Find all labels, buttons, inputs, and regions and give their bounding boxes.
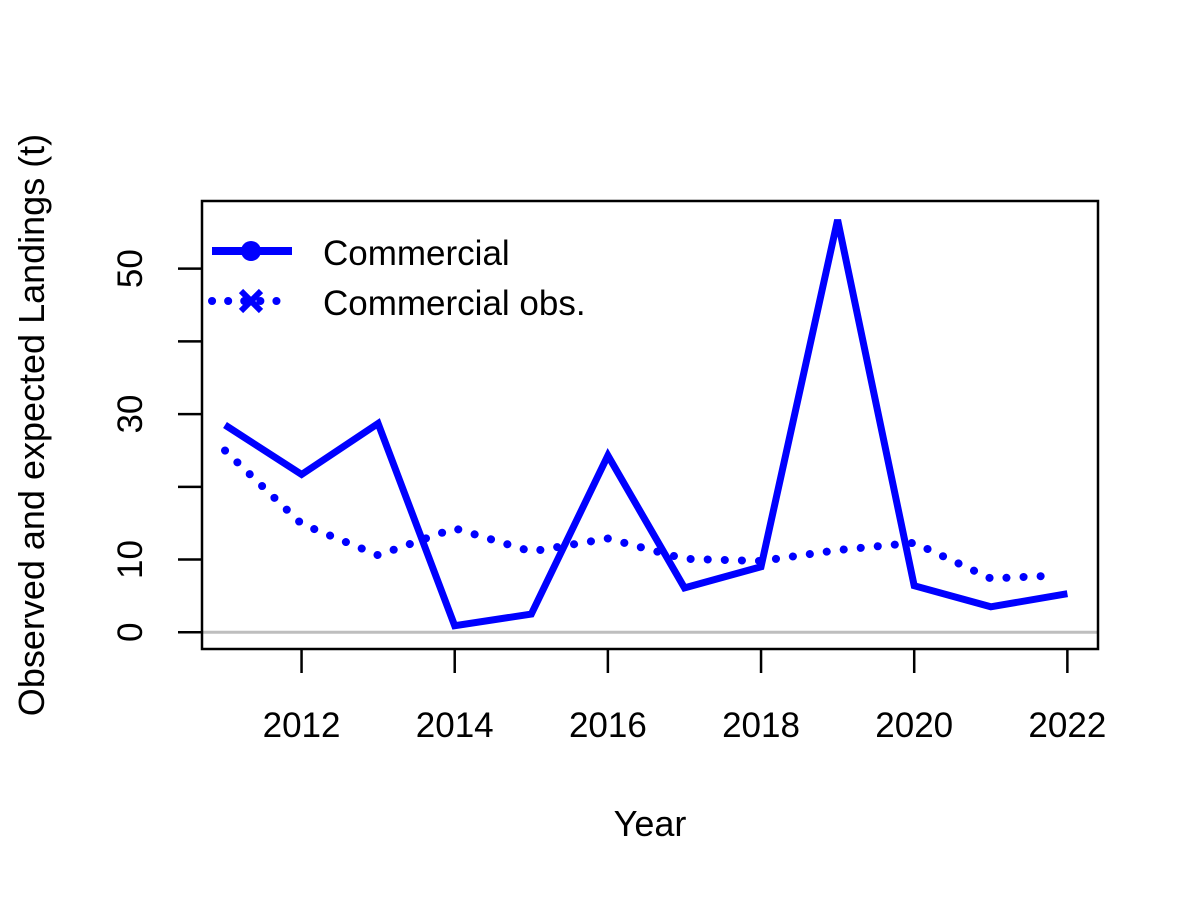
series-commercial-obs-line — [221, 446, 1060, 583]
x-tick-label: 2012 — [263, 706, 341, 745]
series-commercial-line — [223, 219, 1068, 630]
legend-label-commercial-obs: Commercial obs. — [323, 284, 586, 323]
legend: Commercial Commercial obs. — [208, 234, 586, 323]
x-tick-label: 2014 — [416, 706, 494, 745]
y-tick-label: 0 — [111, 623, 150, 642]
y-tick-label: 50 — [111, 249, 150, 288]
plot-frame — [200, 199, 1100, 651]
x-tick-label: 2022 — [1028, 706, 1106, 745]
x-axis-title: Year — [614, 803, 687, 844]
legend-label-commercial: Commercial — [323, 234, 510, 273]
y-tick-label: 30 — [111, 395, 150, 434]
legend-marker-circle-icon — [241, 241, 261, 261]
x-tick-label: 2016 — [569, 706, 647, 745]
legend-marker-x-icon — [238, 288, 264, 314]
y-tick-label: 10 — [111, 540, 150, 579]
x-tick-label: 2020 — [875, 706, 953, 745]
y-axis-title: Observed and expected Landings (t) — [11, 134, 52, 716]
x-tick-label: 2018 — [722, 706, 800, 745]
